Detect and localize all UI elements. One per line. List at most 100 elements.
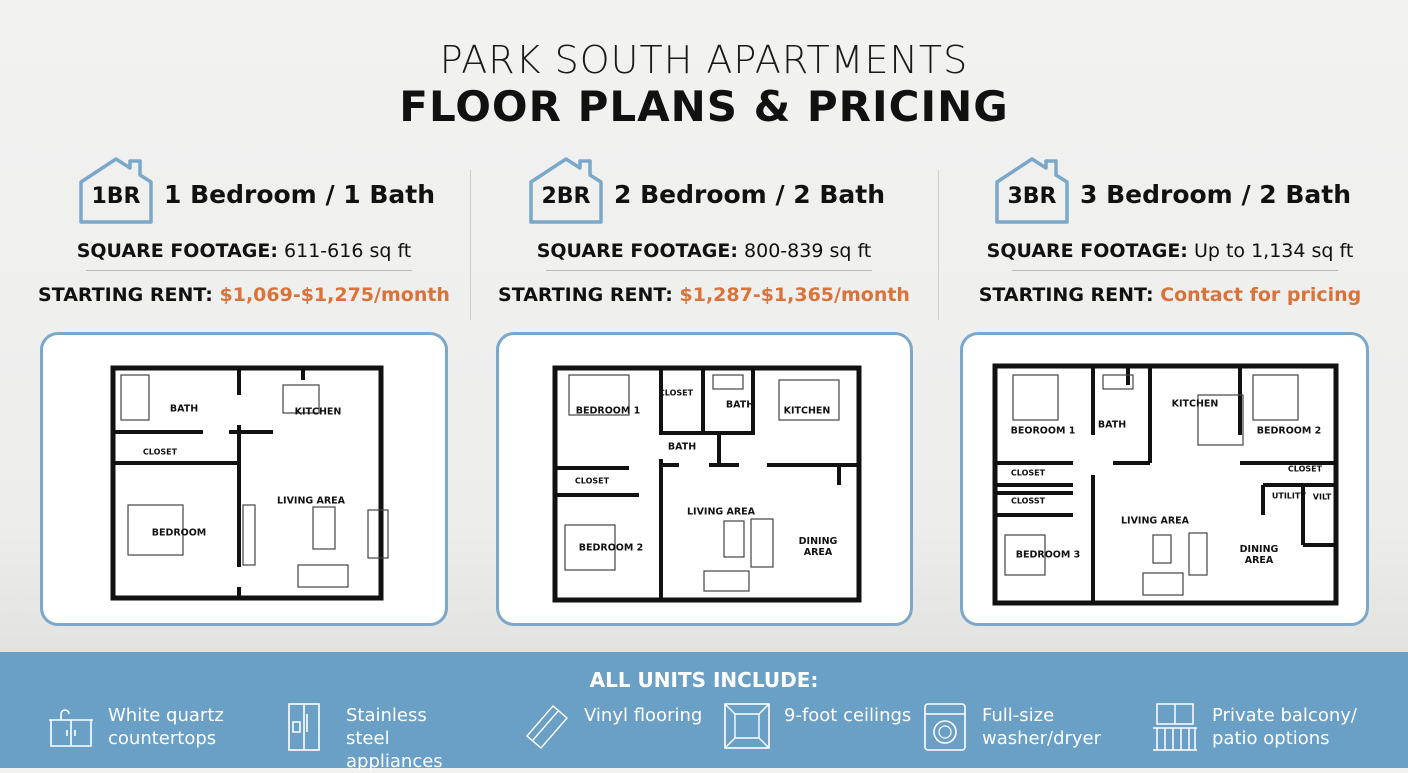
floor-plan-drawing (552, 365, 862, 603)
furniture (367, 509, 389, 559)
house-icon: 2BR (528, 156, 604, 224)
room-label: KITCHEN (294, 406, 342, 418)
unit-badge: 3BR (1007, 184, 1057, 209)
furniture (1152, 534, 1172, 564)
room-label: VILT (1312, 492, 1332, 502)
room-label: CLOSET (574, 476, 610, 486)
square-footage: SQUARE FOOTAGE: 611-616 sq ft (24, 240, 464, 262)
room-label: DINING AREA (1239, 544, 1279, 566)
unit-summary-2br: 2BR 2 Bedroom / 2 Bath SQUARE FOOTAGE: 8… (484, 150, 924, 320)
divider (86, 270, 412, 271)
unit-badge: 2BR (541, 184, 591, 209)
room-label: BEDROOM 3 (1015, 549, 1081, 561)
room-label: LIVING AREA (686, 506, 756, 518)
exterior-wall (110, 365, 384, 601)
floor-plan-card-3br: BEOROOM 1 BATH KITCHEN BEDROOM 2 CLOSET CLOSS… (960, 332, 1369, 626)
amenity-text: White quartz countertops (108, 705, 224, 749)
refrigerator-icon (288, 703, 320, 751)
rent-label: STARTING RENT: (978, 284, 1154, 306)
floor-plan-drawing (992, 363, 1339, 606)
square-footage: SQUARE FOOTAGE: Up to 1,134 sq ft (950, 240, 1390, 262)
unit-summary-3br: 3BR 3 Bedroom / 2 Bath SQUARE FOOTAGE: U… (950, 150, 1390, 320)
title-line-2: FLOOR PLANS & PRICING (399, 82, 1009, 131)
house-icon: 3BR (994, 156, 1070, 224)
title-line-1: PARK SOUTH APARTMENTS (439, 38, 969, 82)
furniture (1012, 374, 1059, 421)
square-footage: SQUARE FOOTAGE: 800-839 sq ft (484, 240, 924, 262)
unit-title: 3 Bedroom / 2 Bath (1080, 180, 1352, 209)
amenity-text: Vinyl flooring (584, 705, 703, 726)
starting-rent: STARTING RENT: $1,287-$1,365/month (484, 284, 924, 306)
room-label: UTILITY (1271, 491, 1307, 501)
column-divider (938, 170, 939, 320)
square-footage-label: SQUARE FOOTAGE: (536, 240, 738, 262)
rent-label: STARTING RENT: (38, 284, 213, 306)
rent-value: $1,287-$1,365/month (679, 284, 910, 306)
sink-cabinet-icon (49, 709, 93, 747)
column-divider (470, 170, 471, 320)
furniture (723, 520, 745, 558)
amenity-text: Full-size washer/dryer (982, 705, 1102, 749)
house-icon: 1BR (78, 156, 154, 224)
floor-plan-drawing (110, 365, 389, 601)
floor-plan-card-2br: BEDROOM 1 CLOSET BATH BATH KITCHEN CLOSET BEDR… (496, 332, 913, 626)
floor-plan-card-1br: BATH KITCHEN CLOSET BEDROOM LIVING AREA (40, 332, 448, 626)
square-footage-label: SQUARE FOOTAGE: (986, 240, 1188, 262)
furniture (564, 524, 616, 571)
furniture (712, 374, 744, 390)
starting-rent: STARTING RENT: Contact for pricing (950, 284, 1390, 306)
ceiling-icon (724, 703, 770, 749)
vinyl-plank-icon (526, 705, 568, 749)
room-label: BEDROOM 2 (578, 542, 644, 554)
rent-label: STARTING RENT: (498, 284, 673, 306)
furniture (703, 570, 750, 592)
starting-rent: STARTING RENT: $1,069-$1,275/month (24, 284, 464, 306)
room-label: CLOSET (1010, 468, 1046, 478)
room-label: CLOSET (1287, 464, 1323, 474)
amenity-text: 9-foot ceilings (784, 705, 912, 726)
exterior-wall (552, 365, 862, 603)
room-label: BEDROOM 1 (575, 405, 641, 417)
square-footage-value: Up to 1,134 sq ft (1193, 240, 1354, 262)
room-label: BEDROOM 2 (1256, 425, 1322, 437)
unit-title: 1 Bedroom / 1 Bath (164, 180, 436, 209)
square-footage-value: 611-616 sq ft (284, 240, 412, 262)
furniture (1102, 374, 1134, 390)
room-label: BEDROOM (151, 527, 207, 539)
room-label: BATH (169, 403, 199, 415)
furniture (312, 506, 336, 550)
divider (546, 270, 872, 271)
room-label: CLOSET (142, 447, 178, 457)
furniture (127, 504, 184, 556)
square-footage-label: SQUARE FOOTAGE: (76, 240, 278, 262)
furniture (750, 518, 774, 568)
room-label: DINING AREA (798, 536, 838, 558)
amenities-title: ALL UNITS INCLUDE: (589, 668, 819, 692)
furniture (1197, 394, 1244, 446)
room-label: BATH (667, 441, 697, 453)
furniture (282, 384, 320, 414)
balcony-icon (1153, 703, 1197, 751)
room-label: LIVING AREA (276, 495, 346, 507)
furniture (297, 564, 349, 588)
square-footage-value: 800-839 sq ft (744, 240, 872, 262)
unit-badge: 1BR (91, 184, 141, 209)
furniture (1142, 572, 1184, 596)
room-label: BATH (1097, 419, 1127, 431)
furniture (1188, 532, 1208, 576)
furniture (1004, 534, 1046, 576)
washer-icon (924, 703, 966, 751)
room-label: BATH (725, 399, 755, 411)
furniture (1252, 374, 1299, 421)
room-label: KITCHEN (1171, 398, 1219, 410)
room-label: CLOSET (658, 388, 694, 398)
amenities-band: ALL UNITS INCLUDE: White quartz countert… (0, 652, 1408, 772)
room-label: KITCHEN (783, 405, 831, 417)
room-label: LIVING AREA (1120, 515, 1190, 527)
rent-value: $1,069-$1,275/month (219, 284, 450, 306)
amenity-text: Private balcony/ patio options (1212, 705, 1357, 749)
rent-value: Contact for pricing (1160, 284, 1362, 306)
furniture (778, 379, 840, 421)
room-label: CLOSST (1010, 496, 1046, 506)
amenity-text: Stainless steel appliances (346, 705, 443, 772)
